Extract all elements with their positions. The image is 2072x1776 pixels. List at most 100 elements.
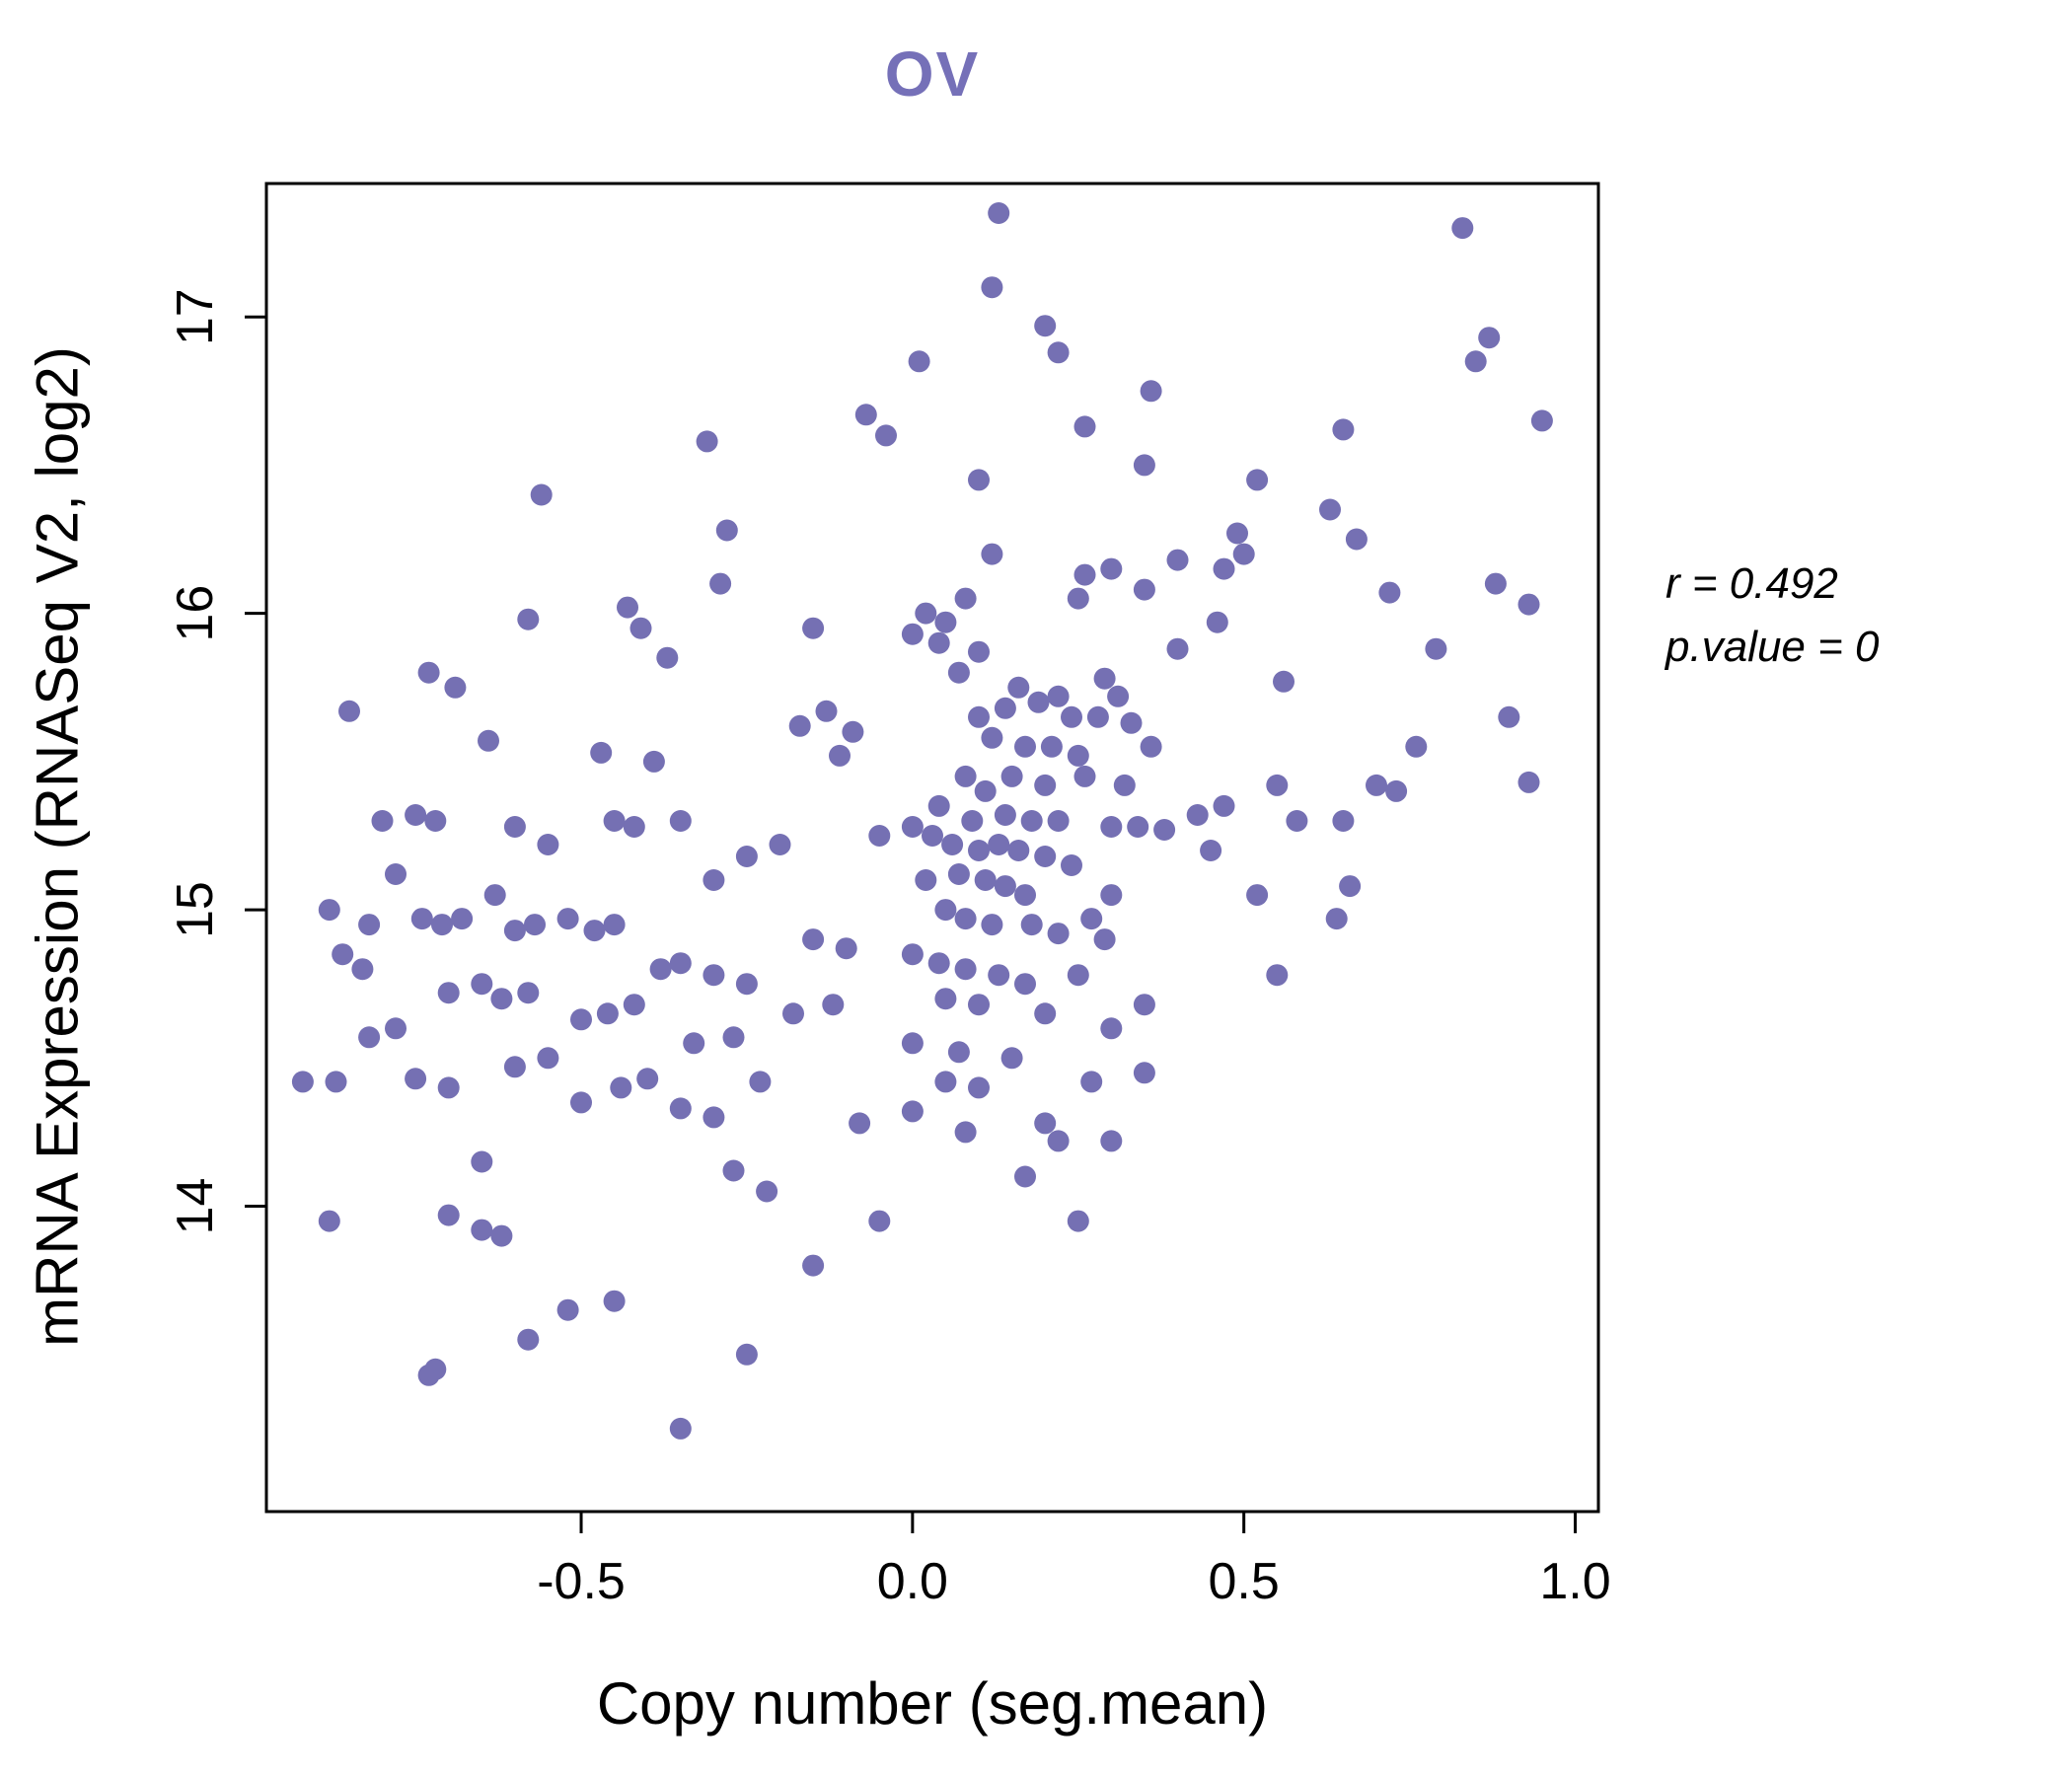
scatter-point	[1530, 409, 1553, 432]
scatter-point	[471, 1219, 493, 1241]
scatter-point	[968, 469, 990, 491]
scatter-point	[642, 750, 665, 773]
scatter-point	[915, 869, 937, 891]
scatter-point	[1034, 774, 1057, 796]
x-tick-label: 0.0	[877, 1553, 948, 1610]
scatter-point	[623, 994, 645, 1016]
scatter-point	[490, 988, 513, 1010]
scatter-point	[901, 623, 924, 645]
scatter-point	[1153, 819, 1176, 841]
x-tick-label: 1.0	[1539, 1553, 1610, 1610]
scatter-point	[1120, 711, 1143, 734]
scatter-point	[603, 1290, 626, 1312]
scatter-point	[1266, 774, 1289, 796]
scatter-point	[537, 1047, 559, 1070]
scatter-point	[1020, 810, 1043, 832]
scatter-point	[471, 973, 493, 996]
scatter-point	[1140, 380, 1162, 403]
scatter-point	[1040, 735, 1063, 758]
scatter-point	[849, 1112, 871, 1135]
scatter-point	[981, 543, 1003, 565]
scatter-point	[1451, 217, 1474, 240]
scatter-point	[1246, 469, 1269, 491]
scatter-point	[1166, 549, 1189, 571]
scatter-point	[669, 1097, 692, 1120]
scatter-point	[1206, 611, 1228, 633]
scatter-point	[1200, 840, 1222, 861]
scatter-point	[802, 617, 825, 639]
scatter-point	[968, 640, 990, 663]
scatter-point	[1332, 418, 1355, 441]
scatter-point	[1113, 774, 1136, 796]
scatter-point	[908, 350, 930, 373]
scatter-point	[941, 834, 964, 855]
scatter-point	[291, 1071, 314, 1093]
scatter-point	[1034, 1002, 1057, 1025]
y-tick-label: 16	[167, 585, 224, 642]
scatter-point	[524, 914, 546, 936]
scatter-point	[915, 602, 937, 625]
scatter-point	[617, 596, 638, 619]
scatter-point	[1093, 667, 1116, 690]
scatter-point	[854, 404, 877, 426]
scatter-point	[901, 943, 924, 966]
scatter-point	[405, 804, 427, 826]
scatter-point	[603, 810, 626, 832]
scatter-point	[947, 1041, 970, 1064]
scatter-point	[994, 804, 1016, 826]
scatter-point	[829, 744, 851, 767]
scatter-point	[1140, 735, 1162, 758]
scatter-point	[802, 1254, 825, 1277]
scatter-point	[1286, 810, 1308, 832]
scatter-point	[927, 794, 950, 817]
scatter-point	[875, 424, 897, 447]
scatter-point	[1073, 563, 1096, 586]
scatter-point	[517, 608, 540, 630]
scatter-point	[703, 869, 725, 891]
scatter-point	[431, 914, 453, 936]
scatter-point	[1014, 1165, 1036, 1188]
scatter-point	[868, 1210, 891, 1232]
scatter-point	[1133, 994, 1155, 1016]
scatter-point	[934, 988, 957, 1010]
scatter-point	[1232, 543, 1255, 565]
scatter-point	[656, 646, 679, 669]
scatter-point	[1366, 774, 1387, 796]
scatter-point	[570, 1008, 592, 1031]
scatter-point	[981, 276, 1003, 299]
scatter-point	[1378, 581, 1401, 604]
correlation-annotation: r = 0.492 p.value = 0	[1665, 553, 1880, 679]
y-tick-label: 15	[167, 881, 224, 938]
scatter-point	[722, 1159, 745, 1182]
scatter-point	[1061, 705, 1082, 728]
scatter-point	[1067, 964, 1089, 987]
scatter-point	[1100, 816, 1123, 838]
scatter-point	[371, 810, 394, 832]
scatter-point	[530, 483, 553, 506]
scatter-point	[709, 572, 732, 595]
scatter-point	[1266, 964, 1289, 987]
scatter-point	[1047, 810, 1070, 832]
x-tick-label: 0.5	[1209, 1553, 1280, 1610]
scatter-point	[537, 834, 559, 855]
scatter-point	[338, 700, 360, 722]
scatter-point	[1385, 779, 1408, 802]
scatter-point	[1000, 765, 1023, 787]
scatter-point	[947, 661, 970, 684]
scatter-point	[318, 899, 340, 922]
scatter-point	[358, 1026, 381, 1049]
scatter-point	[503, 816, 526, 838]
scatter-point	[1478, 327, 1501, 349]
scatter-point	[1517, 771, 1540, 793]
scatter-point	[332, 943, 354, 966]
scatter-point	[517, 1328, 540, 1351]
scatter-point	[722, 1026, 745, 1049]
scatter-point	[451, 908, 474, 930]
scatter-point	[835, 937, 857, 960]
scatter-point	[1319, 498, 1341, 521]
scatter-point	[1093, 928, 1116, 951]
y-axis-label: mRNA Expression (RNASeq V2, log2)	[24, 346, 91, 1347]
scatter-point	[988, 964, 1010, 987]
scatter-point	[974, 869, 997, 891]
scatter-point	[669, 1417, 692, 1440]
